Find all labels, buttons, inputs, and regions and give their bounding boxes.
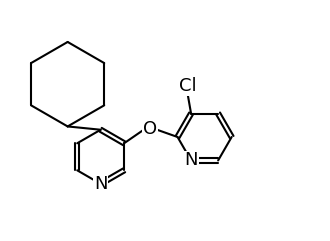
Text: Cl: Cl <box>179 77 197 95</box>
Text: N: N <box>184 151 198 169</box>
Text: O: O <box>143 120 157 138</box>
Text: N: N <box>94 175 107 193</box>
